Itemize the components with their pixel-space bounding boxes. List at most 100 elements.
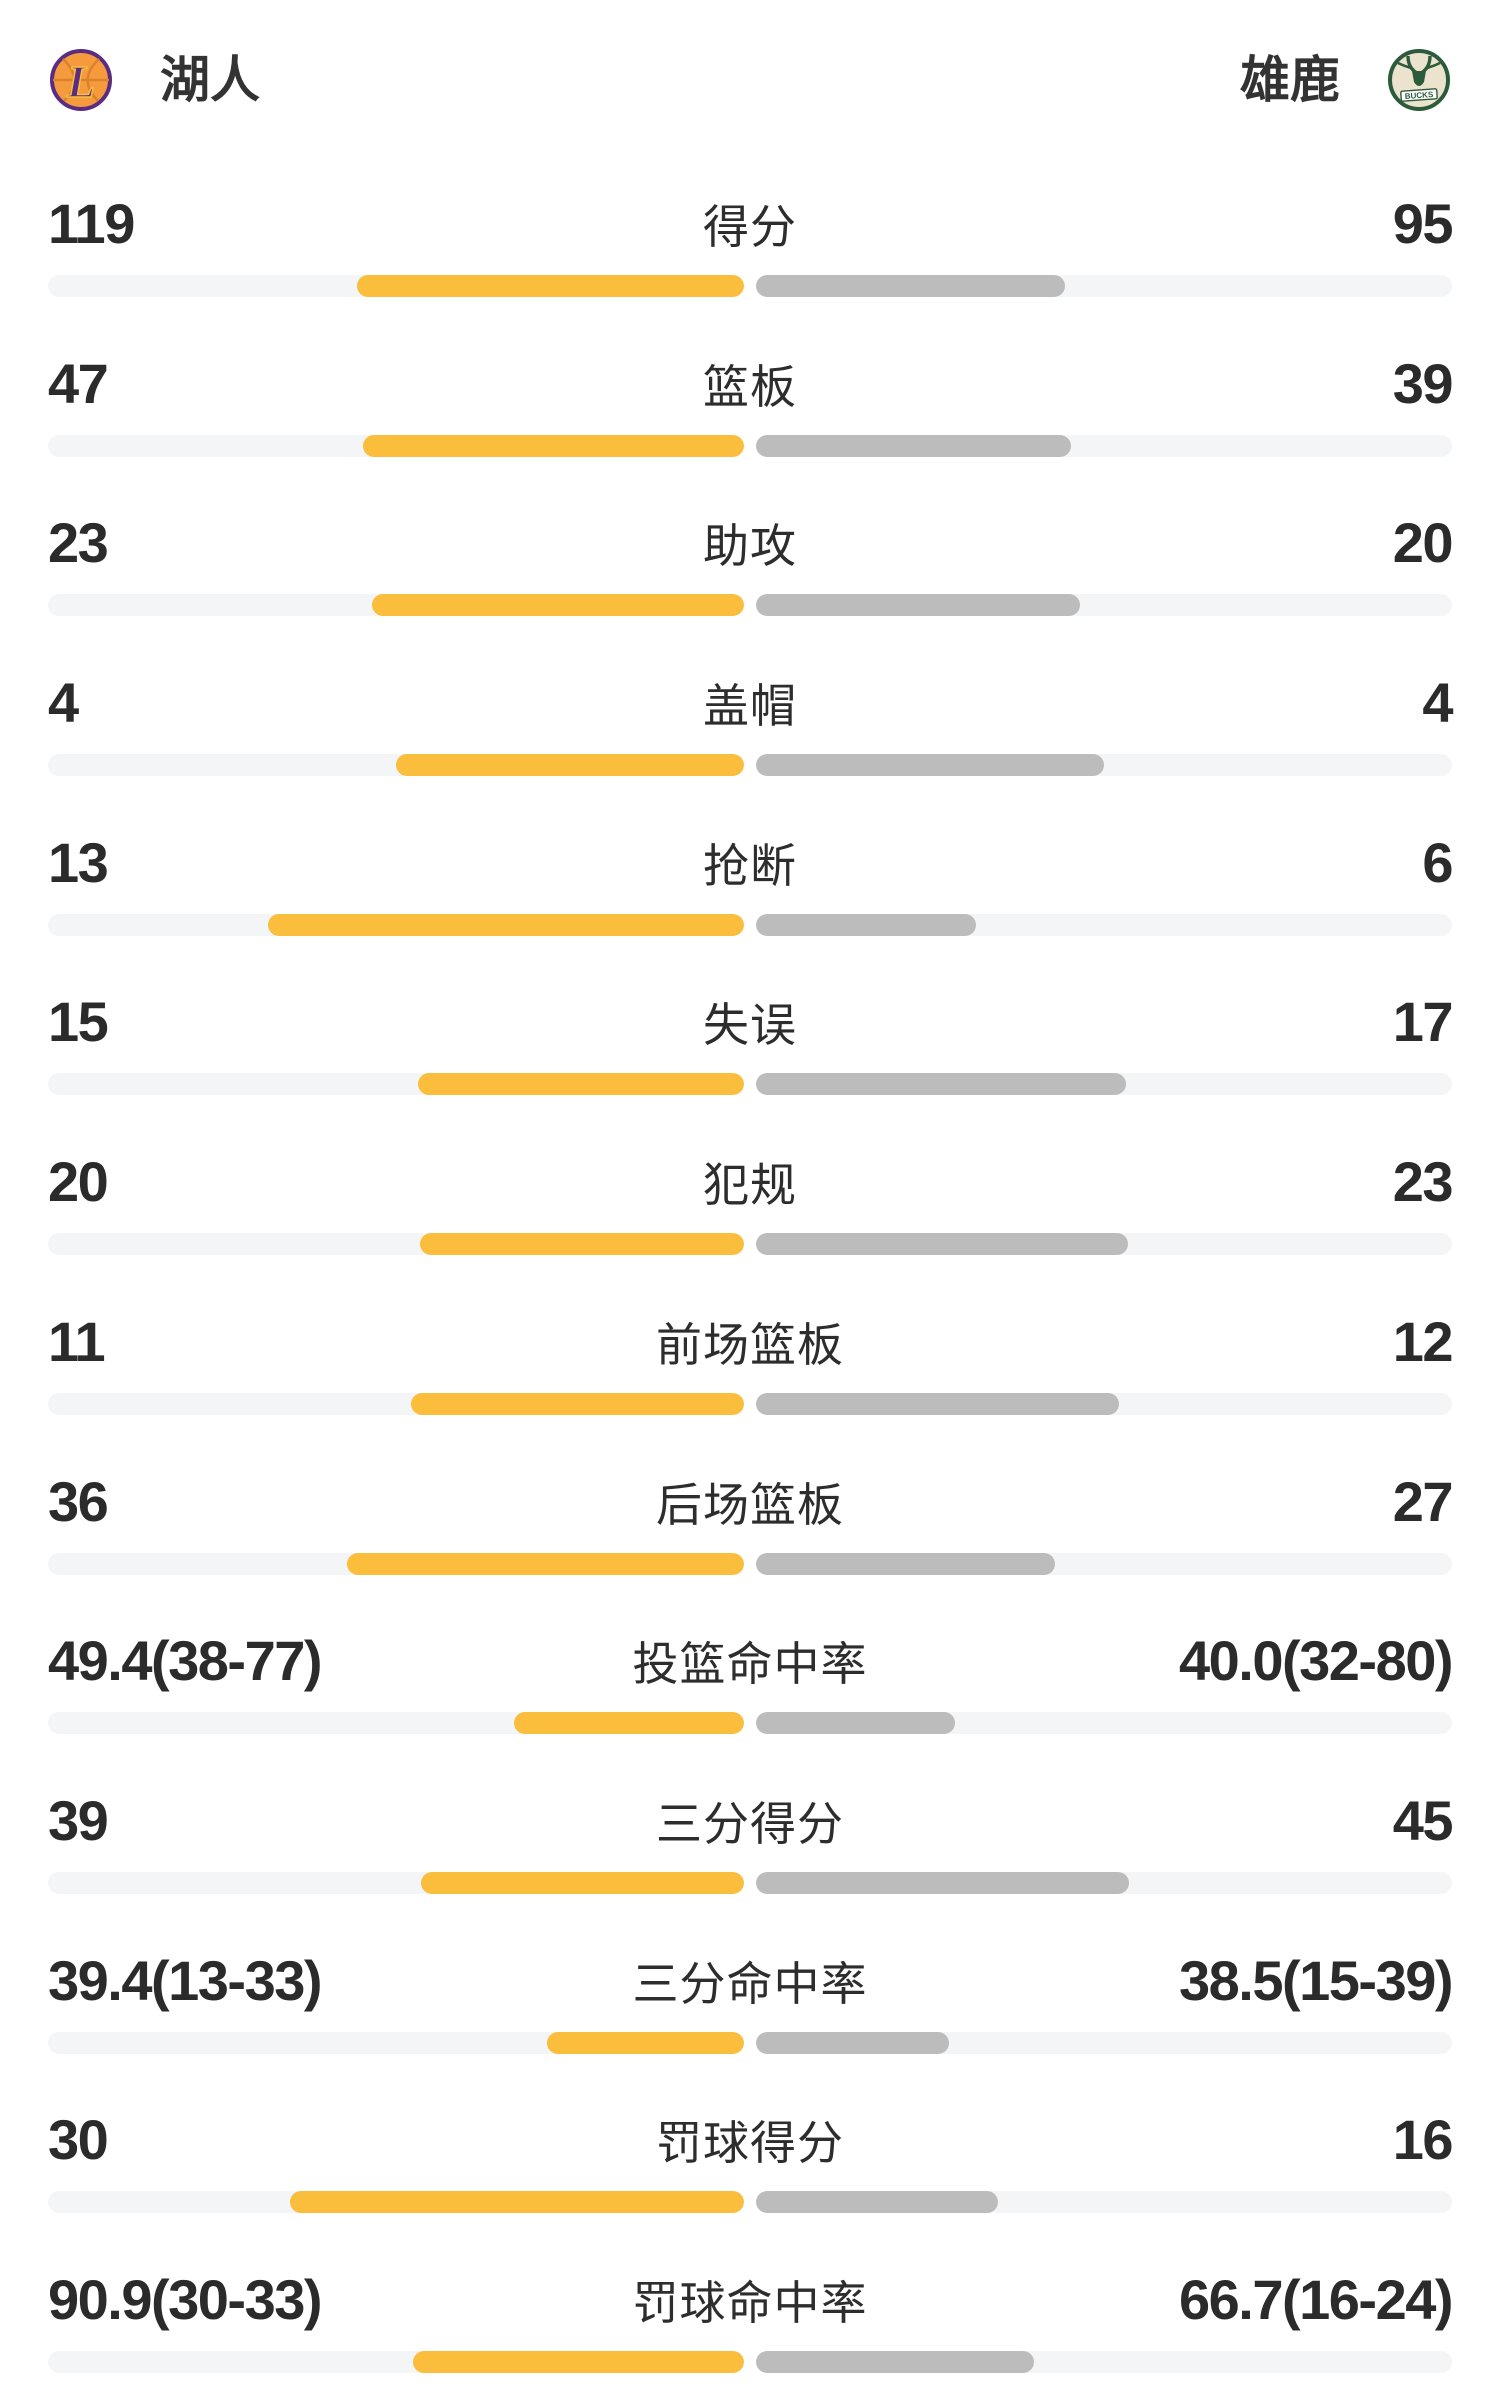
away-bar-track <box>756 1871 1452 1894</box>
home-team: L 湖人 <box>48 47 260 113</box>
home-bar-track <box>48 1552 744 1575</box>
stat-label: 犯规 <box>703 1159 797 1212</box>
stat-bars <box>48 275 1452 297</box>
stat-values-line: 47 篮板 39 <box>48 349 1454 422</box>
stat-values-line: 49.4(38-77) 投篮命中率 40.0(32-80) <box>48 1626 1454 1699</box>
away-bar <box>756 2350 1035 2373</box>
away-bar-track <box>756 1233 1452 1256</box>
home-bar <box>411 1392 744 1415</box>
home-bar-track <box>48 2191 744 2214</box>
stat-values-line: 90.9(30-33) 罚球命中率 66.7(16-24) <box>48 2265 1453 2338</box>
stat-label: 盖帽 <box>703 680 797 733</box>
stat-row: 36 后场篮板 27 <box>48 1425 1454 1585</box>
home-value: 30 <box>48 2108 109 2172</box>
home-bar <box>290 2191 744 2214</box>
stat-row: 49.4(38-77) 投篮命中率 40.0(32-80) <box>48 1584 1454 1744</box>
home-bar <box>421 1871 744 1894</box>
away-bar <box>756 913 976 936</box>
away-bar-track <box>756 1552 1452 1575</box>
away-bar <box>756 275 1066 297</box>
stat-bars <box>48 2031 1452 2054</box>
stat-row: 90.9(30-33) 罚球命中率 66.7(16-24) <box>48 2223 1453 2383</box>
bucks-logo-wordmark: BUCKS <box>1405 90 1435 101</box>
away-bar-track <box>756 2191 1452 2214</box>
home-bar <box>420 1233 744 1256</box>
stat-values-line: 39.4(13-33) 三分命中率 38.5(15-39) <box>48 1946 1454 2019</box>
home-bar-track <box>48 275 744 297</box>
stat-row: 13 抢断 6 <box>48 786 1454 946</box>
away-bar <box>756 2031 950 2054</box>
home-value: 36 <box>48 1469 109 1533</box>
away-bar <box>756 1712 956 1735</box>
away-bar <box>756 754 1104 777</box>
away-bar-track <box>756 754 1452 777</box>
away-value: 6 <box>1422 830 1453 894</box>
stat-label: 投篮命中率 <box>632 1638 868 1691</box>
stat-bars <box>48 2191 1452 2214</box>
away-bar <box>756 1392 1120 1415</box>
stat-bars <box>48 594 1452 617</box>
stat-values-line: 4 盖帽 4 <box>48 668 1454 741</box>
away-bar <box>756 1552 1055 1575</box>
stat-label: 得分 <box>703 201 797 253</box>
stat-label: 三分得分 <box>656 1797 844 1850</box>
away-value: 38.5(15-39) <box>1178 1948 1454 2012</box>
stat-values-line: 13 抢断 6 <box>48 828 1454 901</box>
home-bar <box>357 275 744 297</box>
away-bar-track <box>756 2031 1452 2054</box>
stat-row: 39.4(13-33) 三分命中率 38.5(15-39) <box>48 1904 1454 2064</box>
home-value: 15 <box>48 990 109 1054</box>
home-bar-track <box>48 1392 744 1415</box>
away-bar-track <box>756 275 1452 297</box>
home-bar-track <box>48 1712 744 1735</box>
stat-row: 39 三分得分 45 <box>48 1744 1454 1904</box>
away-bar <box>756 2191 999 2214</box>
home-bar-track <box>48 913 744 936</box>
stat-bars <box>48 1392 1452 1415</box>
away-value: 95 <box>1392 192 1454 255</box>
stat-bars <box>48 1712 1452 1735</box>
stat-row: 47 篮板 39 <box>48 307 1454 467</box>
away-bar <box>756 1073 1126 1096</box>
away-value: 20 <box>1392 511 1454 575</box>
bucks-logo: BUCKS <box>1388 49 1450 111</box>
stats-list: 119 得分 95 47 篮板 39 <box>48 147 1454 2383</box>
stat-values-line: 36 后场篮板 27 <box>48 1467 1454 1540</box>
stat-label: 抢断 <box>703 839 797 892</box>
home-bar-track <box>48 754 744 777</box>
stat-values-line: 11 前场篮板 12 <box>48 1307 1454 1380</box>
home-value: 49.4(38-77) <box>48 1629 323 1693</box>
home-value: 11 <box>48 1309 106 1373</box>
away-bar-track <box>756 1712 1452 1735</box>
home-bar <box>547 2031 744 2054</box>
lakers-logo-letter: L <box>66 56 95 107</box>
stat-values-line: 15 失误 17 <box>48 987 1454 1060</box>
away-bar-track <box>756 594 1452 617</box>
home-bar-track <box>48 594 744 617</box>
stat-values-line: 23 助攻 20 <box>48 508 1454 581</box>
stat-values-line: 119 得分 95 <box>48 189 1454 262</box>
home-value: 119 <box>48 192 135 255</box>
stat-label: 罚球命中率 <box>632 2276 868 2329</box>
stat-label: 失误 <box>703 999 797 1052</box>
home-bar <box>396 754 744 777</box>
home-bar <box>513 1712 744 1735</box>
stat-values-line: 39 三分得分 45 <box>48 1786 1454 1859</box>
home-bar-track <box>48 1073 744 1096</box>
home-bar <box>417 1073 744 1096</box>
away-bar <box>756 1871 1130 1894</box>
away-value: 17 <box>1392 990 1454 1054</box>
away-value: 23 <box>1392 1150 1454 1214</box>
away-value: 40.0(32-80) <box>1178 1629 1454 1693</box>
away-team-name: 雄鹿 <box>1240 52 1340 108</box>
away-bar-track <box>756 434 1452 457</box>
stat-label: 罚球得分 <box>656 2117 844 2170</box>
stat-row: 30 罚球得分 16 <box>48 2063 1454 2223</box>
away-bar-track <box>756 1392 1452 1415</box>
home-bar <box>346 1552 744 1575</box>
stat-bars <box>48 1233 1452 1256</box>
home-value: 23 <box>48 511 109 575</box>
stat-values-line: 20 犯规 23 <box>48 1147 1454 1220</box>
away-bar-track <box>756 2350 1452 2373</box>
